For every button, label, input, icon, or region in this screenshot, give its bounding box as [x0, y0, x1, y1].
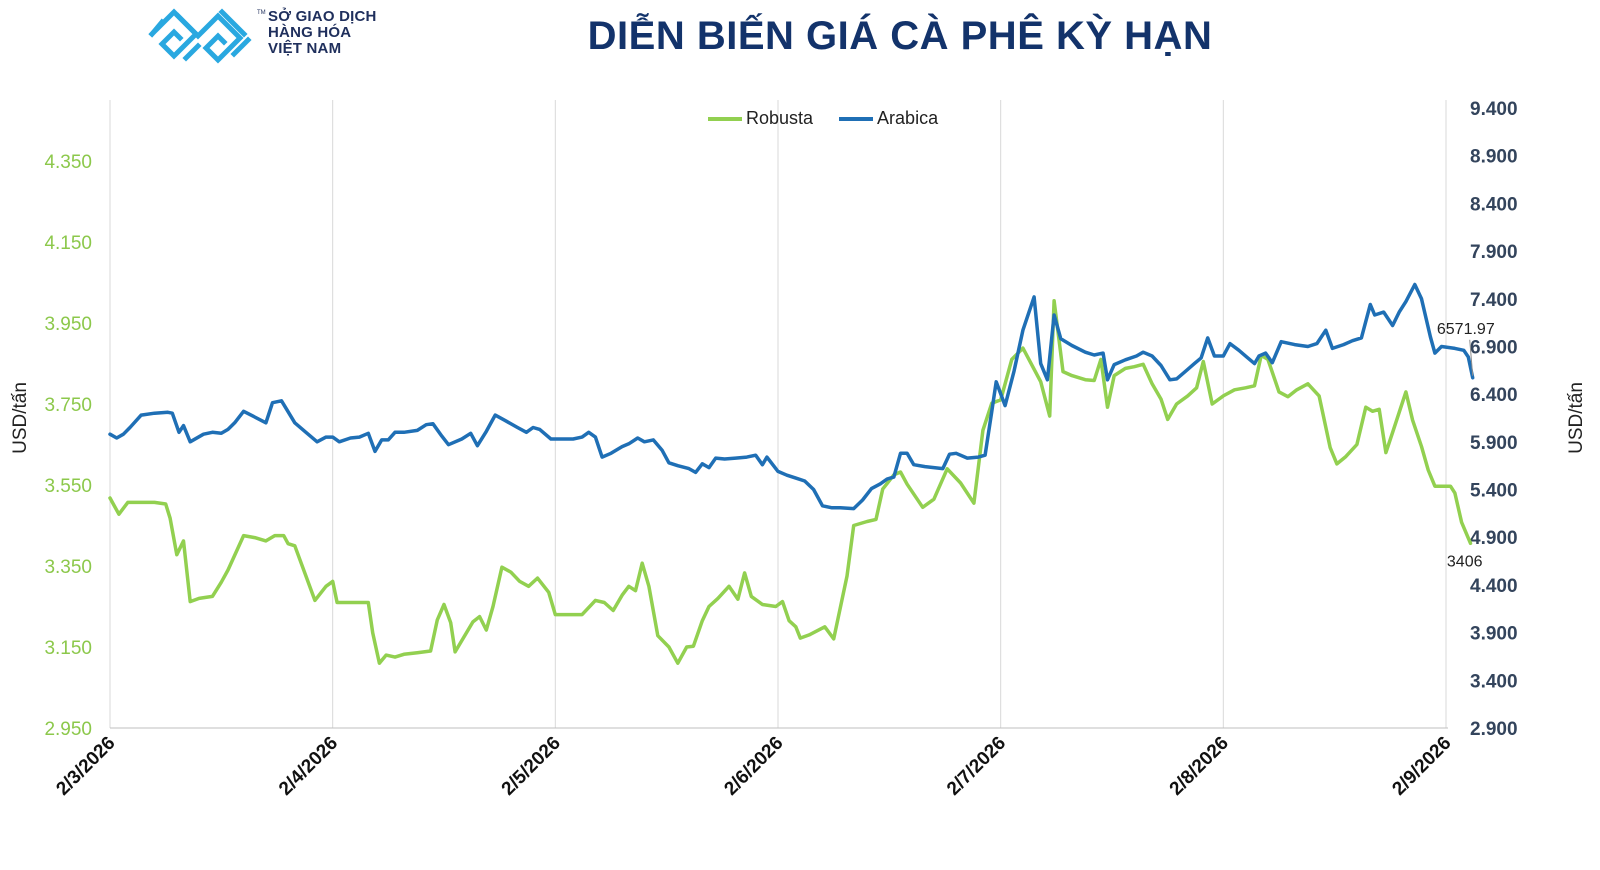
- left-tick-label: 3.750: [44, 395, 92, 416]
- left-axis-label: USD/tấn: [10, 382, 31, 454]
- right-axis-label: USD/tấn: [1566, 382, 1587, 454]
- left-tick-label: 3.150: [44, 638, 92, 659]
- legend-label-arabica: Arabica: [877, 108, 939, 128]
- series-line-arabica: [108, 282, 1475, 511]
- logo-stroke: [230, 36, 252, 58]
- logo-line-3: VIỆT NAM: [268, 40, 342, 57]
- right-tick-label: 4.900: [1470, 528, 1518, 549]
- right-tick-label: 7.900: [1470, 242, 1518, 263]
- left-tick-label: 3.550: [44, 476, 92, 497]
- data-annotations: 6571.97 3406: [1437, 321, 1495, 571]
- logo-stroke: [174, 12, 244, 64]
- right-tick-label: 7.400: [1470, 290, 1518, 311]
- x-tick-label: 2/3/2026: [52, 733, 119, 800]
- logo-stroke: [148, 18, 166, 38]
- logo-stroke: [148, 8, 200, 60]
- logo-line-1: SỞ GIAO DỊCH: [268, 8, 377, 25]
- right-tick-label: 3.900: [1470, 624, 1518, 645]
- x-tick-label: 2/6/2026: [720, 733, 787, 800]
- legend-item-robusta: Robusta: [708, 108, 813, 129]
- left-tick-label: 4.150: [44, 233, 92, 254]
- vertical-gridlines: [109, 100, 1447, 728]
- legend-swatch-robusta: [708, 116, 742, 121]
- x-tick-label: 2/5/2026: [498, 733, 565, 800]
- logo-stroke: [218, 8, 248, 38]
- exchange-logo: [148, 8, 252, 64]
- left-tick-label: 2.950: [44, 719, 92, 740]
- x-tick-label: 2/8/2026: [1166, 733, 1233, 800]
- x-tick-label: 2/9/2026: [1388, 733, 1455, 800]
- right-tick-label: 8.400: [1470, 194, 1518, 215]
- right-tick-label: 8.900: [1470, 147, 1518, 168]
- x-tick-label: 2/4/2026: [275, 733, 342, 800]
- right-tick-label: 6.900: [1470, 337, 1518, 358]
- right-tick-label: 5.400: [1470, 481, 1518, 502]
- robusta-last-value-label: 3406: [1447, 553, 1483, 570]
- x-tick-label: 2/7/2026: [943, 733, 1010, 800]
- series-lines: [108, 282, 1475, 665]
- logo-wordmark: SỞ GIAO DỊCH HÀNG HÓA VIỆT NAM: [268, 9, 377, 57]
- right-tick-label: 6.400: [1470, 385, 1518, 406]
- left-tick-label: 3.350: [44, 557, 92, 578]
- right-tick-label: 5.900: [1470, 433, 1518, 454]
- arabica-last-value-label: 6571.97: [1437, 321, 1495, 338]
- arabica-callout-leader: [1469, 339, 1474, 376]
- right-tick-label: 4.400: [1470, 576, 1518, 597]
- right-tick-label: 9.400: [1470, 99, 1518, 120]
- series-line-robusta: [108, 298, 1473, 665]
- logo-line-2: HÀNG HÓA: [268, 24, 352, 41]
- chart-legend: Robusta Arabica: [708, 108, 964, 129]
- left-tick-label: 3.950: [44, 314, 92, 335]
- left-axis-ticks: 2.950 3.150 3.350 3.550 3.750 3.950 4.150 4.350: [44, 152, 92, 740]
- x-axis-ticks: 2/3/2026 2/4/2026 2/5/2026 2/6/2026 2/7/2026…: [52, 733, 1455, 800]
- left-tick-label: 4.350: [44, 152, 92, 173]
- legend-item-arabica: Arabica: [839, 108, 938, 129]
- right-axis-ticks: 2.900 3.400 3.900 4.400 4.900 5.400 5.900 6.400…: [1470, 99, 1518, 740]
- legend-label-robusta: Robusta: [746, 108, 814, 128]
- legend-swatch-arabica: [839, 116, 874, 121]
- chart-title: DIỄN BIẾN GIÁ CÀ PHÊ KỲ HẠN: [587, 14, 1213, 58]
- trademark-mark: TM: [257, 10, 266, 16]
- right-tick-label: 2.900: [1470, 719, 1518, 740]
- right-tick-label: 3.400: [1470, 671, 1518, 692]
- logo-stroke: [182, 42, 202, 62]
